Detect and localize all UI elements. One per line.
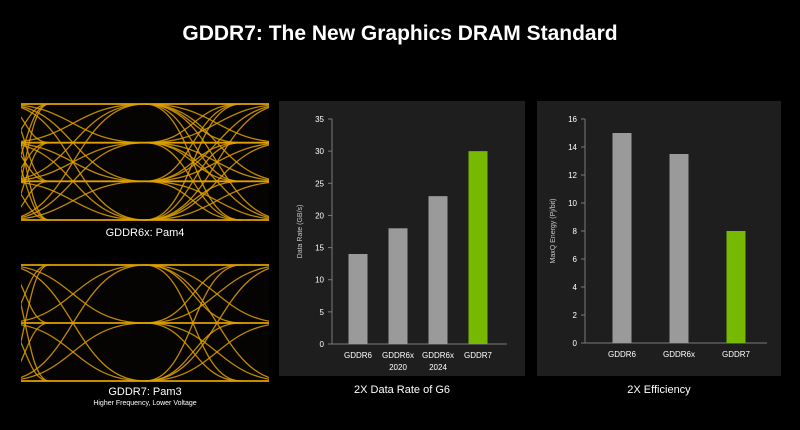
efficiency-chart-panel: 0 2 4 6 8 10 12 14 16 MaxQ Energy (Pj/bit) GDDR6 GD… <box>537 101 781 376</box>
y-tick-label: 0 <box>573 339 578 348</box>
eye-transition <box>144 103 242 144</box>
pam4-eye-label: GDDR6x: Pam4 <box>105 227 185 239</box>
eye-transition <box>21 103 146 143</box>
y-tick-label: 12 <box>568 171 577 180</box>
pam3-eye-graphic <box>21 264 269 382</box>
pam4-eye-graphic <box>21 103 269 221</box>
y-tick-label: 5 <box>320 308 325 317</box>
x-tick-label: GDDR7 <box>722 350 751 359</box>
eye-transition <box>21 324 146 382</box>
x-tick-label: GDDR6x <box>663 350 695 359</box>
bar-gddr6 <box>348 254 368 344</box>
eye-transition <box>144 142 269 181</box>
pam3-eye-label: GDDR7: Pam3 <box>108 386 182 398</box>
y-tick-label: 10 <box>568 199 577 208</box>
data-rate-chart: 0 5 10 15 20 25 30 35 Data Rate (GB/s) GDDR6 GDDR6… <box>297 115 507 372</box>
eye-transition <box>21 103 50 131</box>
y-tick-label: 30 <box>315 147 324 156</box>
eye-transition <box>21 143 146 182</box>
eye-transition <box>144 180 269 220</box>
pam4-eye-diagram <box>21 101 269 223</box>
eye-transition <box>21 181 146 221</box>
eye-traces <box>21 264 269 382</box>
y-tick-label: 20 <box>315 211 324 220</box>
y-tick-label: 2 <box>573 311 578 320</box>
eye-transition <box>144 143 269 182</box>
bar-gddr7 <box>726 231 746 343</box>
x-tick-label: GDDR6x <box>422 351 454 360</box>
bar-gddr7 <box>468 151 488 344</box>
y-axis-label: Data Rate (GB/s) <box>297 205 304 259</box>
eye-traces <box>21 103 269 221</box>
pam3-eye-diagram <box>21 262 269 384</box>
eye-transition <box>144 322 242 382</box>
eye-transition <box>21 106 146 221</box>
eye-transition <box>21 264 146 322</box>
eye-transition <box>21 103 146 218</box>
eye-transition <box>21 266 146 324</box>
efficiency-chart: 0 2 4 6 8 10 12 14 16 MaxQ Energy (Pj/bit) GDDR6 GD… <box>550 115 767 359</box>
pam3-eye-sublabel: Higher Frequency, Lower Voltage <box>93 400 197 407</box>
eye-transition <box>144 106 269 221</box>
eye-transition <box>21 142 146 181</box>
eye-transition <box>21 322 50 363</box>
bar-gddr6 <box>612 133 632 343</box>
eye-transition <box>144 322 269 380</box>
x-tick-label: GDDR6 <box>608 350 637 359</box>
eye-transition <box>144 324 269 382</box>
eye-transition <box>21 104 146 144</box>
data-rate-chart-panel: 0 5 10 15 20 25 30 35 Data Rate (GB/s) GDDR6 GDDR6… <box>279 101 525 376</box>
y-tick-label: 35 <box>315 115 324 124</box>
eye-transition <box>144 264 242 324</box>
slide-title: GDDR7: The New Graphics DRAM Standard <box>182 22 618 45</box>
eye-transition <box>144 104 269 144</box>
y-tick-label: 6 <box>573 255 578 264</box>
y-tick-label: 14 <box>568 143 577 152</box>
x-tick-label: 2020 <box>389 363 407 372</box>
y-tick-label: 0 <box>320 340 325 349</box>
x-tick-label: GDDR7 <box>464 351 493 360</box>
eye-transition <box>21 322 146 380</box>
data-rate-caption: 2X Data Rate of G6 <box>354 384 450 396</box>
eye-transition <box>144 181 269 221</box>
x-tick-label: GDDR6x <box>382 351 414 360</box>
eye-transition <box>21 180 50 208</box>
x-tick-label: 2024 <box>429 363 447 372</box>
bar-gddr6x-2024 <box>428 196 448 344</box>
y-tick-label: 10 <box>315 276 324 285</box>
eye-transition <box>144 103 242 221</box>
bar-gddr6x-2020 <box>388 228 408 344</box>
eye-transition <box>144 180 242 221</box>
eye-transition <box>21 180 146 220</box>
y-tick-label: 16 <box>568 115 577 124</box>
eye-transition <box>21 264 50 305</box>
eye-transition <box>144 103 269 143</box>
y-tick-label: 25 <box>315 179 324 188</box>
eye-transition <box>144 266 269 324</box>
y-axis-label: MaxQ Energy (Pj/bit) <box>550 199 557 264</box>
eye-transition <box>21 103 50 184</box>
eye-transition <box>144 264 269 322</box>
efficiency-caption: 2X Efficiency <box>627 384 691 396</box>
y-tick-label: 4 <box>573 283 578 292</box>
y-tick-label: 8 <box>573 227 578 236</box>
y-tick-label: 15 <box>315 244 324 253</box>
x-tick-label: GDDR6 <box>344 351 373 360</box>
bar-gddr6x <box>669 154 689 343</box>
